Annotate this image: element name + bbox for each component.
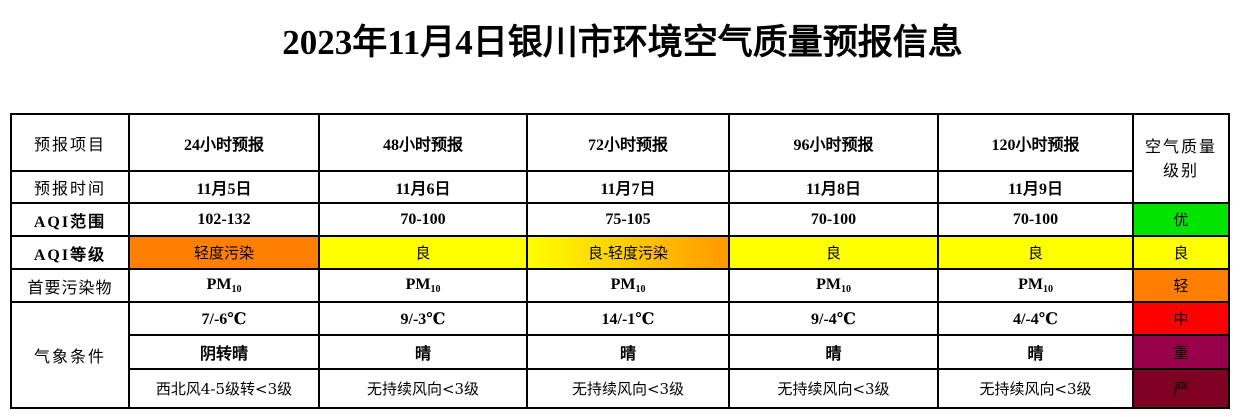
primary-pollutant: PM10: [128, 268, 320, 303]
aqi-level: 良: [728, 235, 939, 270]
aqi-level: 良-轻度污染: [526, 235, 730, 270]
col-header: 24小时预报: [128, 113, 320, 172]
wind: 无持续风向<3级: [526, 368, 730, 409]
wind: 无持续风向<3级: [937, 368, 1134, 409]
row-forecast-item: 预报项目 24小时预报 48小时预报 72小时预报 96小时预报 120小时预报…: [10, 113, 1230, 204]
temperature: 7/-6℃: [128, 301, 320, 336]
forecast-date: 11月9日: [937, 170, 1134, 204]
sky-condition: 晴: [318, 334, 528, 370]
row-wind: 西北风4-5级转<3级 无持续风向<3级 无持续风向<3级 无持续风向<3级 无…: [11, 368, 1230, 409]
aqi-range: 70-100: [728, 202, 939, 237]
pollutant-subscript: 10: [635, 284, 646, 295]
col-header: 48小时预报: [318, 113, 528, 172]
col-header: 72小时预报: [526, 113, 730, 172]
pollutant-subscript: 10: [231, 284, 242, 295]
primary-pollutant: PM10: [318, 268, 528, 303]
level-swatch-severe: 严: [1132, 368, 1230, 409]
wind: 无持续风向<3级: [318, 368, 528, 409]
forecast-date: 11月5日: [128, 170, 320, 204]
forecast-date: 11月7日: [526, 170, 730, 204]
aqi-level: 良: [318, 235, 528, 270]
col-header: 120小时预报: [937, 113, 1134, 172]
pollutant-name: PM: [610, 276, 636, 293]
col-header: 96小时预报: [728, 113, 939, 172]
wind: 无持续风向<3级: [728, 368, 939, 409]
row-header-item: 预报项目: [10, 113, 130, 172]
row-temperature: 气象条件 7/-6℃ 9/-3℃ 14/-1℃ 9/-4℃ 4/-4℃ 中: [10, 301, 1230, 409]
pollutant-name: PM: [816, 276, 841, 293]
primary-pollutant: PM10: [728, 268, 939, 303]
sky-condition: 晴: [728, 334, 939, 370]
row-forecast-time: 预报时间 11月5日 11月6日 11月7日 11月8日 11月9日: [10, 170, 1229, 204]
pollutant-name: PM: [206, 276, 232, 293]
aqi-range: 102-132: [128, 202, 320, 237]
row-sky: 阴转晴 晴 晴 晴 晴 重: [11, 334, 1230, 370]
forecast-date: 11月6日: [318, 170, 528, 204]
legend-header-text: 空气质量级别: [1144, 136, 1217, 180]
aqi-level: 良: [937, 235, 1134, 270]
aqi-range: 70-100: [318, 202, 528, 237]
row-header-aqi-range: AQI范围: [10, 202, 130, 237]
legend-header: 空气质量级别: [1132, 113, 1230, 204]
primary-pollutant: PM10: [937, 268, 1134, 303]
temperature: 9/-3℃: [318, 301, 528, 336]
level-swatch-good: 良: [1132, 235, 1230, 270]
pollutant-name: PM: [1018, 276, 1043, 293]
row-header-time: 预报时间: [10, 170, 130, 204]
page-title: 2023年11月4日银川市环境空气质量预报信息: [282, 23, 963, 62]
forecast-table: 预报项目 24小时预报 48小时预报 72小时预报 96小时预报 120小时预报…: [10, 113, 1230, 409]
level-swatch-heavy: 重: [1132, 334, 1230, 370]
sky-condition: 阴转晴: [128, 334, 320, 370]
row-aqi-range: AQI范围 102-132 70-100 75-105 70-100 70-10…: [10, 202, 1230, 237]
level-swatch-moderate: 中: [1132, 301, 1230, 336]
row-header-pollutant: 首要污染物: [10, 268, 130, 303]
aqi-range: 70-100: [937, 202, 1134, 237]
level-swatch-excellent: 优: [1132, 202, 1230, 237]
aqi-level: 轻度污染: [128, 235, 320, 270]
pollutant-subscript: 10: [430, 284, 441, 295]
pollutant-subscript: 10: [840, 284, 851, 295]
level-swatch-light: 轻: [1132, 268, 1230, 303]
pollutant-subscript: 10: [1042, 284, 1053, 295]
temperature: 4/-4℃: [937, 301, 1134, 336]
wind: 西北风4-5级转<3级: [128, 368, 320, 409]
row-pollutant: 首要污染物 PM10 PM10 PM10 PM10 PM10 轻: [10, 268, 1230, 303]
primary-pollutant: PM10: [526, 268, 730, 303]
temperature: 14/-1℃: [526, 301, 730, 336]
sky-condition: 晴: [937, 334, 1134, 370]
temperature: 9/-4℃: [728, 301, 939, 336]
pollutant-name: PM: [405, 276, 431, 293]
row-header-aqi-level: AQI等级: [10, 235, 130, 270]
aqi-range: 75-105: [526, 202, 730, 237]
row-header-weather: 气象条件: [10, 301, 130, 409]
sky-condition: 晴: [526, 334, 730, 370]
row-aqi-level: AQI等级 轻度污染 良 良-轻度污染 良 良 良: [10, 235, 1230, 270]
forecast-date: 11月8日: [728, 170, 939, 204]
